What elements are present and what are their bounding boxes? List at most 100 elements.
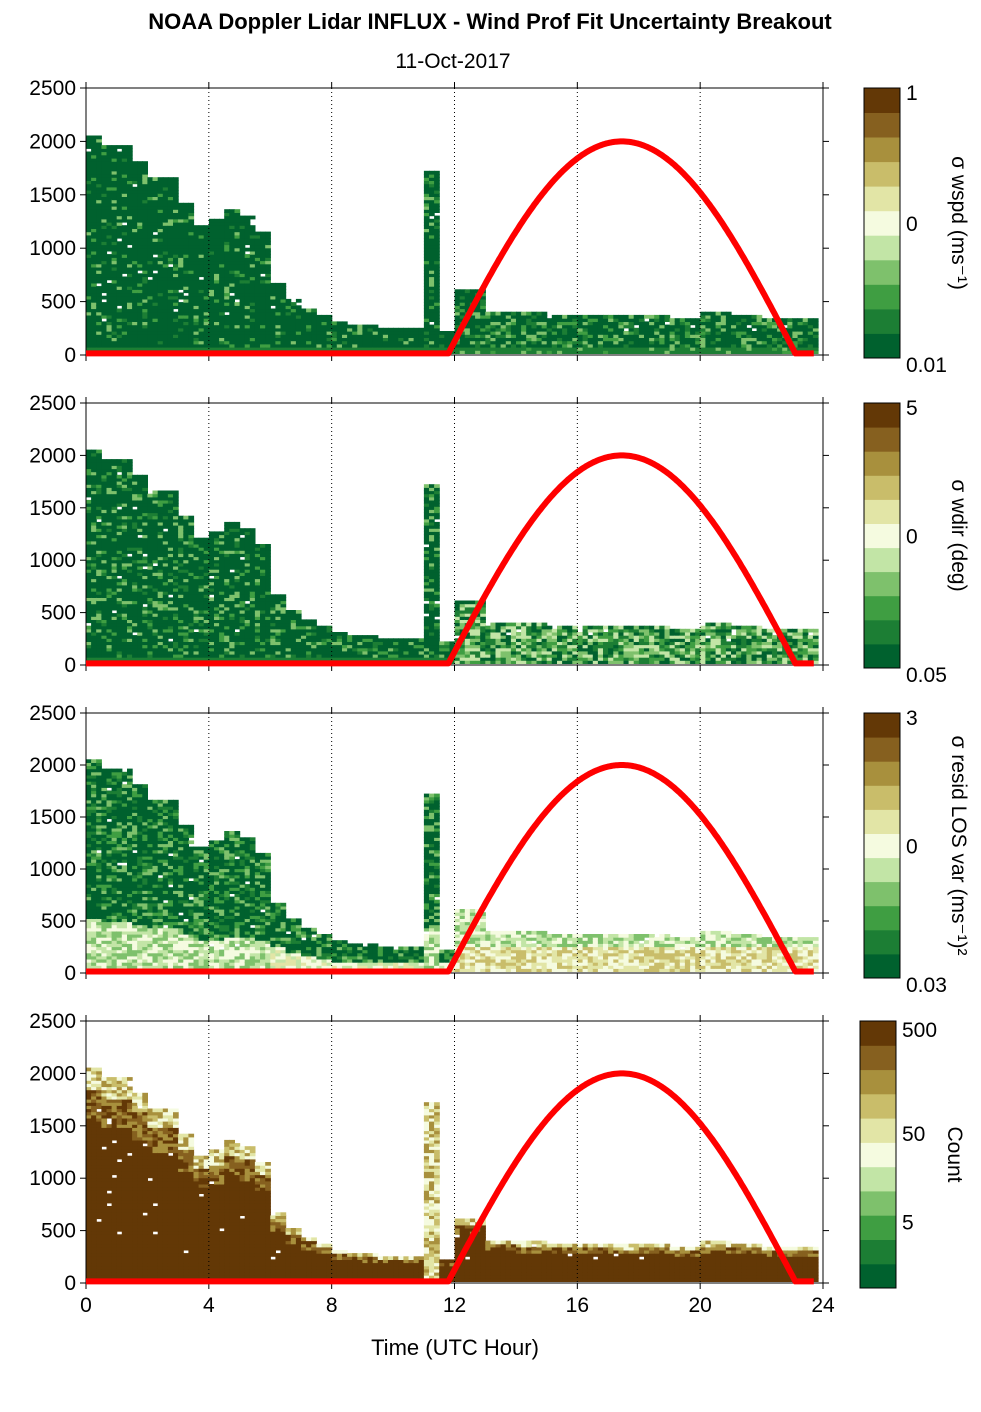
heatmap-cell (649, 314, 655, 319)
heatmap-cell (178, 528, 184, 532)
heatmap-cell (188, 521, 195, 526)
heatmap-cell (157, 600, 164, 605)
heatmap-cell (654, 340, 660, 345)
heatmap-cell (127, 515, 133, 520)
heatmap-cell (106, 594, 113, 598)
heatmap-cell (91, 534, 97, 539)
heatmap-cell (234, 302, 241, 306)
heatmap-cell (86, 556, 92, 561)
heatmap-cell (224, 572, 230, 576)
heatmap-cell (137, 638, 143, 642)
heatmap-cell (224, 266, 230, 271)
heatmap-cell (173, 515, 179, 520)
heatmap-cell (111, 528, 118, 532)
heatmap-cell (203, 340, 210, 345)
heatmap-cell (142, 481, 148, 485)
heatmap-cell (239, 257, 246, 262)
heatmap-cell (162, 324, 169, 329)
heatmap-cell (127, 151, 133, 156)
heatmap-cell (188, 559, 195, 564)
heatmap-cell (454, 324, 461, 329)
heatmap-cell (214, 324, 220, 329)
heatmap-cell (367, 334, 374, 338)
heatmap-cell (234, 654, 241, 658)
heatmap-cell (178, 588, 184, 592)
heatmap-cell (127, 174, 133, 178)
heatmap-cell (239, 308, 246, 313)
heatmap-cell (234, 327, 241, 332)
heatmap-cell (127, 234, 133, 239)
heatmap-cell (157, 206, 164, 210)
heatmap-cell (173, 257, 179, 262)
heatmap-cell (101, 657, 108, 661)
heatmap-cell (715, 331, 722, 335)
heatmap-cell (536, 350, 543, 354)
heatmap-cell (557, 327, 563, 332)
heatmap-cell (239, 225, 246, 229)
heatmap-cell (536, 347, 543, 351)
heatmap-cell (178, 263, 184, 268)
heatmap-cell (229, 650, 235, 655)
heatmap-cell (198, 241, 205, 246)
heatmap-cell (551, 334, 558, 338)
heatmap-cell (234, 308, 241, 313)
heatmap-cell (603, 347, 609, 351)
heatmap-cell (459, 302, 466, 306)
heatmap-cell (710, 331, 717, 335)
heatmap-cell (137, 282, 143, 287)
heatmap-cell (178, 212, 184, 217)
heatmap-cell (178, 521, 184, 526)
heatmap-cell (142, 164, 148, 169)
heatmap-cell (234, 638, 241, 642)
heatmap-cell (413, 343, 420, 348)
heatmap-cell (96, 534, 102, 539)
heatmap-cell (127, 212, 133, 217)
heatmap-cell (167, 190, 174, 194)
heatmap-cell (116, 591, 123, 595)
heatmap-cell (234, 343, 241, 348)
heatmap-cell (111, 158, 118, 162)
heatmap-cell (157, 654, 164, 658)
heatmap-cell (203, 286, 210, 290)
heatmap-cell (147, 562, 154, 567)
heatmap-cell (162, 298, 169, 303)
heatmap-cell (152, 490, 159, 495)
heatmap-cell (162, 644, 169, 649)
heatmap-cell (423, 222, 430, 226)
heatmap-cell (193, 343, 200, 348)
heatmap-cell (214, 318, 220, 322)
heatmap-cell (86, 337, 92, 342)
heatmap-cell (91, 506, 97, 510)
heatmap-cell (86, 537, 92, 542)
heatmap-cell (229, 209, 235, 213)
heatmap-cell (101, 154, 108, 159)
heatmap-cell (91, 616, 97, 620)
heatmap-cell (96, 578, 102, 583)
heatmap-cell (132, 635, 138, 639)
heatmap-cell (101, 241, 108, 246)
heatmap-cell (106, 186, 113, 191)
heatmap-cell (127, 518, 133, 523)
heatmap-cell (96, 206, 102, 210)
heatmap-cell (326, 314, 333, 319)
heatmap-cell (229, 606, 235, 611)
heatmap-cell (101, 531, 108, 536)
heatmap-cell (244, 581, 251, 586)
heatmap-cell (756, 347, 763, 351)
heatmap-cell (127, 327, 133, 332)
heatmap-cell (193, 257, 200, 262)
heatmap-cell (111, 148, 118, 153)
heatmap-cell (429, 244, 435, 249)
heatmap-cell (147, 218, 154, 223)
heatmap-cell (91, 657, 97, 661)
heatmap-cell (254, 263, 261, 268)
heatmap-cell (802, 324, 809, 329)
heatmap-cell (111, 581, 118, 586)
heatmap-cell (111, 638, 118, 642)
heatmap-cell (147, 613, 154, 617)
heatmap-cell (167, 490, 174, 495)
heatmap-cell (96, 603, 102, 608)
heatmap-cell (101, 186, 108, 191)
heatmap-cell (198, 302, 205, 306)
